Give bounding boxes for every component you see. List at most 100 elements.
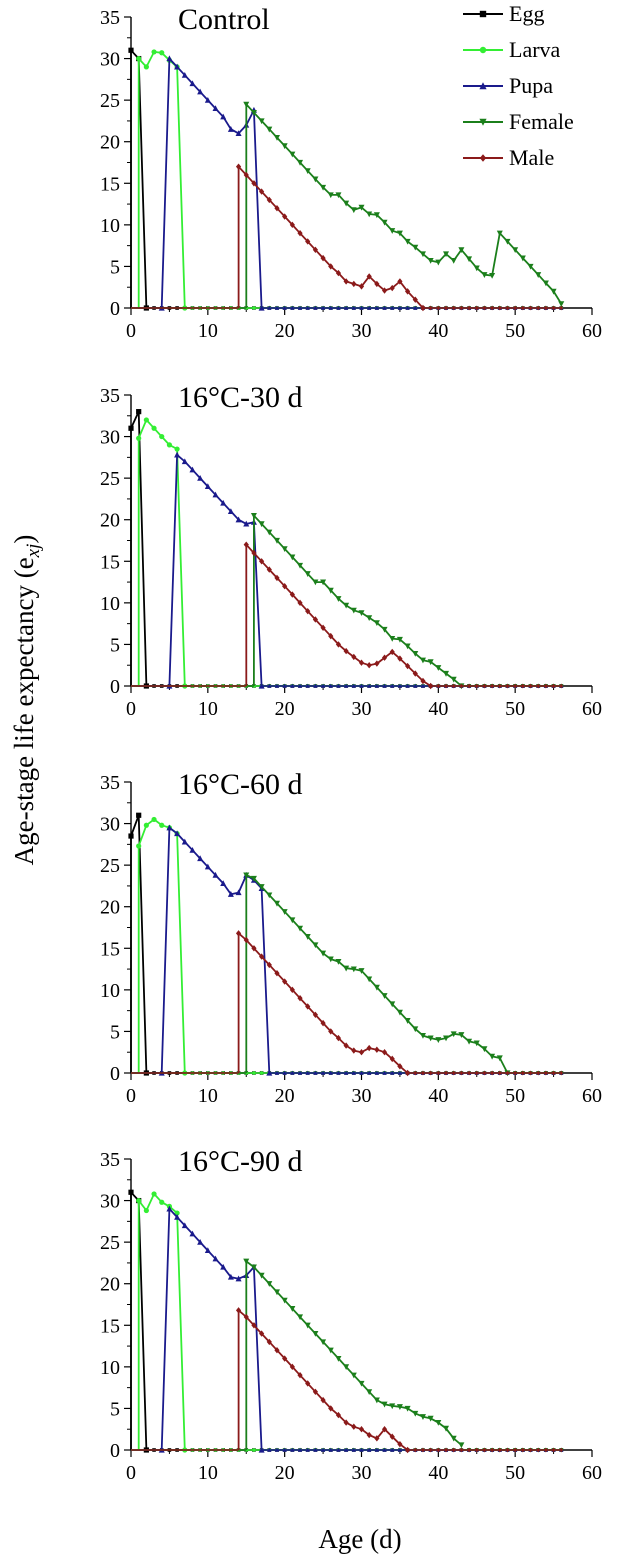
data-point: [181, 1222, 188, 1229]
data-point: [235, 889, 242, 896]
baseline-marker: [551, 1070, 556, 1076]
data-point: [427, 258, 434, 264]
y-tick-label: 15: [100, 938, 120, 960]
data-point: [450, 676, 457, 683]
data-point: [420, 304, 426, 312]
x-tick-label: 30: [352, 320, 372, 342]
legend: Egg Larva Pupa Female Male: [463, 1, 574, 170]
data-point: [243, 171, 249, 179]
data-point: [320, 579, 327, 586]
y-tick-label: 10: [100, 980, 120, 1002]
baseline-marker: [559, 305, 564, 311]
data-point: [443, 1035, 450, 1042]
baseline-marker: [451, 683, 456, 689]
data-point: [420, 677, 426, 685]
baseline-marker: [467, 1070, 471, 1076]
data-point: [151, 1191, 157, 1197]
data-point: [366, 615, 373, 622]
data-point: [428, 682, 434, 690]
data-point: [204, 863, 211, 870]
y-tick-label: 15: [100, 1315, 120, 1337]
data-point: [197, 474, 204, 481]
data-point: [343, 647, 349, 655]
data-point: [289, 1363, 295, 1371]
data-point: [258, 1446, 265, 1453]
data-point: [343, 602, 350, 609]
baseline-marker: [366, 1447, 372, 1452]
legend-marker: [479, 82, 487, 90]
baseline-marker: [267, 305, 272, 310]
data-point: [489, 1053, 496, 1060]
baseline-marker: [544, 1447, 548, 1453]
baseline-marker: [505, 683, 510, 689]
x-tick-label: 50: [505, 1085, 525, 1107]
x-tick-label: 50: [505, 698, 525, 720]
baseline-marker: [252, 1071, 256, 1075]
data-point: [204, 1247, 211, 1254]
baseline-marker: [482, 305, 487, 311]
y-tick-label: 25: [100, 1232, 120, 1254]
baseline-marker: [467, 1447, 471, 1453]
baseline-marker: [536, 1070, 541, 1076]
data-point: [174, 451, 181, 458]
baseline-marker: [290, 683, 295, 688]
data-point: [412, 296, 418, 303]
data-point: [312, 176, 319, 183]
data-point: [136, 1197, 142, 1204]
data-point: [373, 212, 380, 219]
data-point: [343, 1042, 349, 1049]
x-tick-label: 50: [505, 320, 525, 342]
data-point: [396, 636, 403, 643]
data-point: [396, 1009, 403, 1016]
data-point: [396, 230, 403, 237]
legend-label: Pupa: [509, 73, 553, 98]
data-point: [404, 238, 411, 245]
baseline-marker: [436, 1447, 441, 1453]
data-point: [297, 229, 303, 237]
baseline-marker: [521, 305, 525, 311]
data-point: [227, 508, 234, 514]
baseline-marker: [274, 1070, 280, 1075]
data-point: [443, 251, 450, 258]
data-point: [381, 654, 388, 661]
data-point: [358, 204, 365, 211]
data-point: [443, 670, 450, 677]
data-point: [358, 1380, 365, 1387]
baseline-marker: [498, 305, 502, 311]
data-point: [258, 1272, 265, 1279]
baseline-marker: [451, 1070, 456, 1076]
data-point: [404, 643, 411, 650]
baseline-marker: [336, 683, 341, 688]
baseline-marker: [359, 1447, 364, 1452]
baseline-marker: [328, 305, 333, 310]
data-point: [204, 96, 211, 103]
data-point: [189, 846, 196, 853]
baseline-marker: [467, 683, 471, 689]
series-female: [131, 101, 565, 309]
baseline-marker: [290, 305, 295, 310]
data-point: [389, 1001, 396, 1008]
data-point: [381, 1426, 388, 1433]
y-tick-label: 35: [100, 1149, 120, 1171]
baseline-marker: [305, 305, 310, 310]
x-tick-label: 0: [126, 1462, 136, 1484]
y-tick-label: 0: [110, 676, 120, 698]
data-point: [266, 196, 272, 204]
data-point: [282, 978, 288, 985]
baseline-marker: [490, 683, 494, 689]
data-point: [343, 278, 349, 285]
data-point: [489, 272, 496, 279]
data-point: [259, 188, 265, 195]
data-point: [266, 961, 272, 969]
data-point: [143, 822, 149, 828]
data-point: [174, 1210, 180, 1216]
data-point: [174, 63, 181, 70]
data-point: [396, 1404, 403, 1410]
data-point: [405, 1446, 411, 1454]
series-egg: [128, 1189, 564, 1453]
y-tick-label: 30: [100, 814, 120, 836]
baseline-marker: [505, 305, 510, 311]
baseline-marker: [328, 1070, 333, 1075]
data-point: [258, 682, 265, 689]
y-tick-label: 35: [100, 7, 120, 29]
